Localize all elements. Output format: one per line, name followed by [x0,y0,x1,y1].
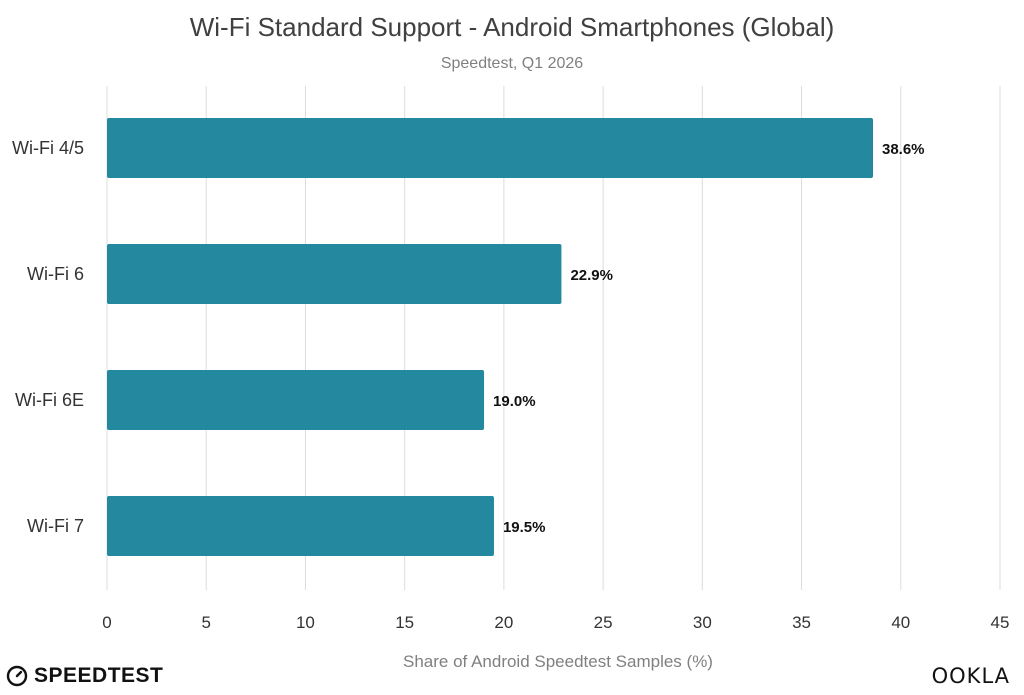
category-label: Wi-Fi 6E [15,390,84,410]
bar-wi-fi-6e [107,370,485,430]
speedometer-icon [6,665,28,687]
data-label: 22.9% [570,267,613,284]
data-label: 19.5% [503,519,546,536]
x-axis-title: Share of Android Speedtest Samples (%) [403,652,713,671]
bar-wi-fi-6 [107,244,562,304]
speedtest-logo: SPEEDTEST [6,664,163,688]
x-tick-label: 15 [395,613,414,632]
x-tick-label: 5 [201,613,210,632]
bar-wi-fi-7 [107,496,494,556]
chart-title: Wi-Fi Standard Support - Android Smartph… [190,12,835,42]
speedtest-logo-text: SPEEDTEST [34,664,164,687]
x-tick-label: 30 [693,613,712,632]
ookla-logo: OOKLA [931,664,1010,688]
category-label: Wi-Fi 6 [27,264,84,284]
x-tick-label: 10 [296,613,315,632]
labels: 0 5 10 15 20 25 30 35 40 45 Wi-Fi 4/5 38.6% Wi-Fi 6 2… [12,138,1009,632]
x-tick-label: 35 [792,613,811,632]
x-tick-label: 25 [594,613,613,632]
x-tick-label: 45 [991,613,1010,632]
data-label: 19.0% [493,393,536,410]
category-label: Wi-Fi 7 [27,516,84,536]
category-label: Wi-Fi 4/5 [12,138,84,158]
bars [107,118,873,556]
bar-wi-fi-4-5 [107,118,873,178]
chart-subtitle: Speedtest, Q1 2026 [441,55,583,72]
data-label: 38.6% [882,141,925,158]
x-tick-label: 40 [891,613,910,632]
x-tick-label: 20 [494,613,513,632]
x-tick-label: 0 [102,613,111,632]
